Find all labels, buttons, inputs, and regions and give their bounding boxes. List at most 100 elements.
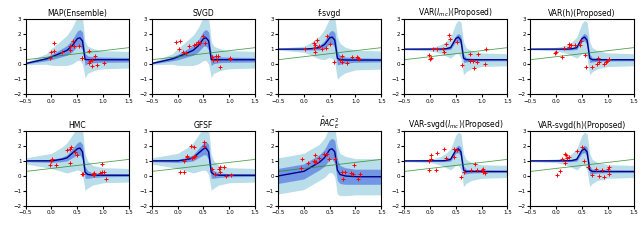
- Point: [432, 47, 442, 51]
- Point: [426, 157, 436, 160]
- Point: [575, 39, 586, 43]
- Point: [352, 55, 362, 59]
- Point: [439, 147, 449, 151]
- Point: [561, 153, 571, 157]
- Point: [186, 144, 196, 148]
- Point: [349, 163, 360, 167]
- Point: [449, 147, 459, 151]
- Point: [47, 157, 58, 161]
- Point: [469, 66, 479, 70]
- Point: [481, 47, 491, 51]
- Title: VAR-svgd(h)(Proposed): VAR-svgd(h)(Proposed): [538, 121, 626, 130]
- Point: [575, 43, 585, 47]
- Point: [441, 42, 451, 46]
- Point: [587, 173, 597, 177]
- Point: [189, 43, 199, 47]
- Point: [581, 65, 591, 69]
- Point: [602, 59, 612, 63]
- Point: [181, 51, 191, 55]
- Point: [438, 47, 448, 50]
- Point: [178, 50, 188, 54]
- Point: [330, 157, 340, 161]
- Point: [310, 43, 321, 47]
- Point: [424, 159, 434, 162]
- Point: [337, 54, 348, 58]
- Title: SVGD: SVGD: [193, 9, 214, 18]
- Point: [323, 152, 333, 155]
- Point: [300, 48, 310, 51]
- Point: [86, 64, 97, 68]
- Point: [335, 58, 345, 62]
- Point: [593, 56, 604, 59]
- Point: [77, 56, 87, 60]
- Point: [74, 44, 84, 48]
- Point: [322, 34, 332, 38]
- Point: [551, 50, 561, 54]
- Point: [469, 163, 479, 166]
- Point: [215, 166, 225, 169]
- Point: [72, 153, 83, 157]
- Point: [70, 150, 81, 154]
- Point: [69, 44, 79, 47]
- Point: [198, 34, 208, 38]
- Point: [297, 157, 307, 160]
- Point: [226, 173, 236, 177]
- Point: [77, 56, 88, 60]
- Point: [310, 50, 320, 54]
- Title: f-svgd: f-svgd: [318, 9, 341, 18]
- Point: [190, 155, 200, 158]
- Point: [182, 155, 192, 159]
- Point: [353, 56, 364, 60]
- Point: [555, 169, 565, 173]
- Title: GFSF: GFSF: [194, 121, 213, 130]
- Point: [338, 177, 348, 180]
- Point: [566, 43, 576, 47]
- Point: [218, 165, 228, 169]
- Point: [49, 50, 60, 53]
- Point: [207, 55, 218, 59]
- Point: [459, 170, 469, 174]
- Point: [184, 44, 194, 48]
- Point: [472, 60, 483, 64]
- Title: VAR($l_{mc}$)(Proposed): VAR($l_{mc}$)(Proposed): [419, 6, 493, 19]
- Title: $\hat{P}AC^2_E$: $\hat{P}AC^2_E$: [319, 114, 340, 131]
- Point: [45, 50, 56, 54]
- Point: [580, 53, 590, 57]
- Point: [330, 60, 340, 64]
- Point: [595, 174, 605, 178]
- Point: [221, 174, 231, 178]
- Point: [456, 175, 466, 179]
- Point: [337, 170, 347, 174]
- Point: [171, 40, 181, 43]
- Point: [86, 58, 97, 62]
- Point: [321, 46, 331, 50]
- Point: [465, 59, 475, 63]
- Point: [452, 40, 462, 44]
- Point: [99, 61, 109, 64]
- Point: [175, 170, 185, 174]
- Point: [193, 40, 204, 44]
- Point: [84, 49, 94, 53]
- Point: [472, 168, 483, 172]
- Point: [198, 144, 209, 148]
- Point: [213, 54, 223, 58]
- Point: [426, 57, 436, 60]
- Point: [179, 170, 189, 174]
- Point: [175, 39, 185, 43]
- Point: [84, 59, 95, 63]
- Point: [348, 173, 358, 176]
- Point: [208, 59, 218, 62]
- Point: [97, 170, 108, 173]
- Point: [308, 41, 319, 45]
- Point: [598, 62, 609, 65]
- Point: [425, 57, 435, 61]
- Point: [179, 159, 189, 163]
- Point: [432, 151, 442, 155]
- Point: [325, 42, 335, 46]
- Point: [474, 52, 484, 56]
- Point: [225, 57, 235, 61]
- Point: [65, 161, 76, 165]
- Point: [66, 146, 76, 149]
- Point: [89, 171, 99, 175]
- Point: [314, 156, 324, 160]
